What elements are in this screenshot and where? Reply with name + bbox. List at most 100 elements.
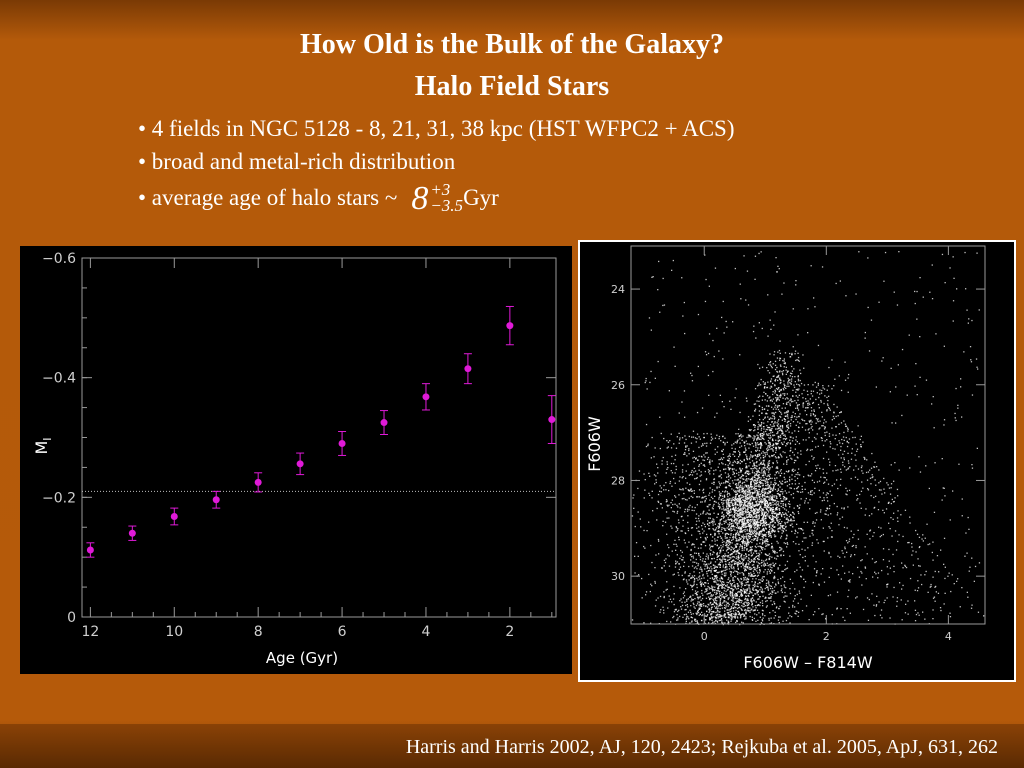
- star-dot: [778, 505, 780, 507]
- star-dot: [890, 517, 892, 519]
- star-dot: [783, 360, 785, 362]
- star-dot: [728, 514, 730, 516]
- star-dot: [769, 353, 771, 355]
- star-dot: [720, 440, 722, 442]
- star-dot: [761, 517, 764, 519]
- star-dot: [785, 481, 787, 483]
- star-dot: [738, 598, 740, 600]
- star-dot: [736, 607, 739, 610]
- star-dot: [717, 617, 719, 619]
- star-dot: [781, 570, 783, 572]
- star-dot: [789, 506, 791, 508]
- star-dot: [697, 459, 699, 461]
- star-dot: [704, 465, 706, 467]
- star-dot: [771, 567, 773, 569]
- star-dot: [733, 588, 735, 591]
- star-dot: [729, 501, 731, 503]
- star-dot: [747, 594, 749, 597]
- star-dot: [701, 582, 703, 584]
- star-dot: [747, 536, 749, 538]
- star-dot: [746, 504, 748, 506]
- star-dot: [754, 559, 756, 561]
- y-tick-label: −0.2: [42, 490, 76, 506]
- star-dot: [757, 477, 759, 480]
- star-dot: [804, 555, 806, 558]
- star-dot: [769, 495, 771, 497]
- star-dot: [768, 515, 770, 518]
- star-dot: [756, 561, 758, 563]
- star-dot: [768, 464, 770, 466]
- star-dot: [728, 617, 730, 619]
- star-dot: [762, 540, 764, 542]
- star-dot: [753, 476, 755, 478]
- star-dot: [754, 498, 756, 500]
- star-dot: [694, 618, 696, 620]
- star-dot: [789, 592, 792, 595]
- star-dot: [691, 621, 693, 623]
- star-dot: [734, 592, 737, 595]
- star-dot: [752, 560, 754, 562]
- star-dot: [773, 512, 775, 515]
- star-dot: [725, 468, 727, 470]
- star-dot: [749, 478, 751, 481]
- star-dot: [779, 364, 782, 366]
- star-dot: [790, 514, 792, 516]
- star-dot: [740, 582, 742, 584]
- star-dot: [754, 441, 757, 444]
- star-dot: [783, 525, 785, 527]
- star-dot: [718, 438, 720, 440]
- star-dot: [701, 592, 703, 594]
- star-dot: [745, 553, 747, 556]
- star-dot: [708, 563, 710, 565]
- star-dot: [779, 474, 781, 477]
- star-dot: [727, 552, 729, 554]
- star-dot: [764, 417, 766, 419]
- star-dot: [731, 519, 733, 521]
- star-dot: [688, 497, 690, 499]
- star-dot: [769, 442, 771, 444]
- star-dot: [752, 570, 755, 572]
- star-dot: [801, 540, 804, 543]
- star-dot: [701, 497, 703, 499]
- star-dot: [744, 591, 746, 594]
- star-dot: [708, 517, 710, 519]
- star-dot: [769, 555, 771, 558]
- star-dot: [712, 586, 714, 588]
- star-dot: [705, 513, 707, 515]
- star-dot: [739, 563, 741, 565]
- star-dot: [761, 549, 764, 551]
- star-dot: [745, 449, 747, 451]
- star-dot: [776, 520, 778, 522]
- star-dot: [776, 442, 779, 445]
- star-dot: [695, 604, 698, 607]
- star-dot: [760, 501, 762, 504]
- star-dot: [769, 597, 771, 599]
- star-dot: [773, 351, 776, 353]
- star-dot: [684, 453, 686, 455]
- star-dot: [696, 527, 698, 529]
- age-magnitude-chart: 12 10 8 6 4 20−0.2−0.4−0.6 MI Age (Gyr): [32, 251, 557, 667]
- star-dot: [768, 532, 770, 534]
- star-dot: [738, 486, 740, 488]
- star-dot: [773, 617, 775, 619]
- star-dot: [762, 418, 764, 421]
- star-dot: [744, 503, 746, 505]
- star-dot: [779, 377, 781, 379]
- star-dot: [759, 395, 761, 397]
- star-dot: [736, 519, 739, 521]
- star-dot: [727, 586, 729, 588]
- star-dot: [732, 559, 735, 561]
- star-dot: [792, 470, 795, 473]
- star-dot: [710, 597, 712, 600]
- star-dot: [778, 395, 780, 397]
- star-dot: [761, 491, 763, 493]
- star-dot: [740, 595, 743, 597]
- star-dot: [766, 506, 769, 508]
- star-dot: [694, 590, 697, 592]
- star-dot: [744, 511, 747, 513]
- star-dot: [772, 443, 775, 445]
- star-dot: [886, 597, 888, 599]
- star-dot: [752, 578, 754, 580]
- star-dot: [679, 437, 681, 439]
- star-dot: [731, 519, 733, 522]
